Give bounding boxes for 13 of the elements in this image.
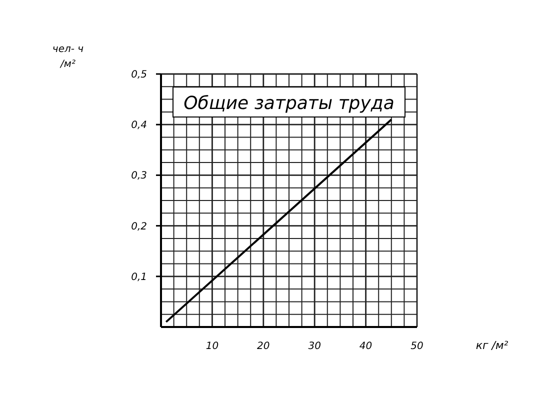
y-tick-label: 0,2 [131, 221, 147, 232]
y-axis-title: чел- ч/м² [52, 44, 84, 70]
y-tick-label: 0,3 [131, 170, 147, 182]
x-tick-label: 30 [308, 341, 321, 352]
x-tick-label: 20 [257, 341, 270, 352]
y-tick-label: 0,4 [131, 120, 147, 132]
y-tick-label: 0,1 [131, 272, 147, 283]
x-tick-label: 40 [359, 341, 372, 352]
text: Общие затраты труда [184, 93, 394, 114]
y-tick-label: 0,5 [131, 70, 147, 80]
x-tick-label: 50 [410, 341, 424, 352]
x-tick-label: 10 [206, 341, 219, 352]
x-axis-title: кг /м² [476, 339, 509, 352]
